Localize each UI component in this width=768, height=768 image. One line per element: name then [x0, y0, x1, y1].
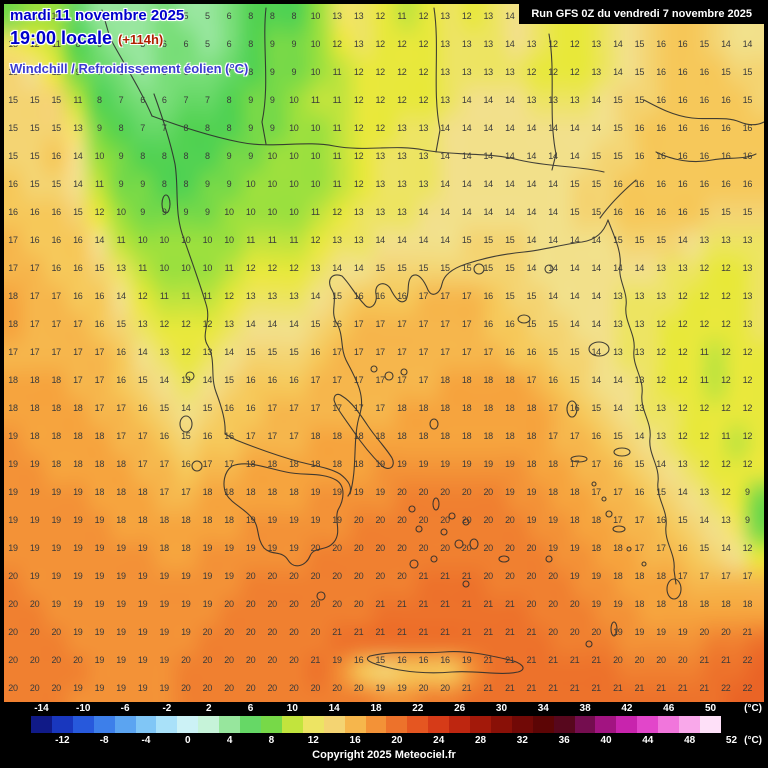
- scale-tick-label: -14: [34, 703, 49, 714]
- scale-segment: [31, 716, 52, 733]
- scale-tick-label: 52: [725, 735, 738, 746]
- scale-segment: [616, 716, 638, 733]
- scale-segment: [93, 716, 115, 733]
- scale-segment: [135, 716, 157, 733]
- scale-segment: [302, 716, 324, 733]
- scale-tick-label: 22: [412, 703, 424, 714]
- scale-tick-label: 36: [558, 735, 570, 746]
- scale-segment: [114, 716, 136, 733]
- scale-segment: [407, 716, 429, 733]
- scale-segment: [386, 716, 408, 733]
- run-info-bar: Run GFS 0Z du vendredi 7 novembre 2025: [519, 4, 764, 24]
- scale-tick-label: -4: [141, 735, 151, 746]
- scale-segment: [574, 716, 596, 733]
- copyright: Copyright 2025 Meteociel.fr: [312, 749, 456, 761]
- unit-label: (°C): [744, 735, 762, 746]
- scale-tick-label: 34: [537, 703, 549, 714]
- scale-tick-label: 12: [307, 735, 319, 746]
- color-scale-legend: -14 -10 -6 -2 2 6 10 14 18 22 26 30 34 38 42 46 50 -12 -8…: [0, 702, 768, 768]
- scale-tick-label: 18: [370, 703, 382, 714]
- scale-tick-label: 38: [579, 703, 591, 714]
- scale-tick-label: 4: [226, 735, 233, 746]
- scale-tick-label: 10: [286, 703, 298, 714]
- scale-segment: [490, 716, 512, 733]
- scale-segment: [260, 716, 282, 733]
- scale-segment: [219, 716, 241, 733]
- scale-tick-label: -6: [120, 703, 130, 714]
- scale-segment: [344, 716, 366, 733]
- scale-tick-label: 24: [433, 735, 445, 746]
- scale-segment: [637, 716, 659, 733]
- scale-segment: [72, 716, 94, 733]
- scale-tick-label: 48: [684, 735, 696, 746]
- scale-tick-label: 40: [600, 735, 612, 746]
- scale-segment: [177, 716, 199, 733]
- scale-segment: [470, 716, 491, 733]
- scale-segment: [281, 716, 303, 733]
- scale-segment: [553, 716, 575, 733]
- scale-tick-label: 30: [495, 703, 508, 714]
- scale-tick-label: 50: [704, 703, 717, 714]
- scale-segment: [198, 716, 220, 733]
- scale-tick-label: 28: [474, 735, 487, 746]
- scale-tick-label: -2: [162, 703, 172, 714]
- scale-segment: [679, 716, 700, 733]
- scale-segment: [51, 716, 73, 733]
- scale-tick-label: 42: [621, 703, 633, 714]
- scale-tick-label: 2: [205, 703, 212, 714]
- scale-segment: [428, 716, 450, 733]
- scale-segment: [365, 716, 387, 733]
- scale-tick-label: 14: [328, 703, 340, 714]
- scale-tick-label: -8: [99, 735, 109, 746]
- scale-segment: [700, 716, 721, 733]
- scale-tick-label: 26: [454, 703, 466, 714]
- scale-tick-label: -12: [55, 735, 70, 746]
- scale-tick-label: 44: [642, 735, 654, 746]
- scale-segment: [511, 716, 533, 733]
- scale-tick-label: 0: [185, 735, 191, 746]
- scale-tick-label: 8: [268, 735, 275, 746]
- scale-tick-label: 6: [247, 703, 254, 714]
- scale-segment: [449, 716, 471, 733]
- scale-segment: [156, 716, 178, 733]
- scale-segment: [658, 716, 680, 733]
- windchill-color-field: [4, 4, 764, 702]
- scale-tick-label: 46: [663, 703, 675, 714]
- scale-tick-label: 20: [391, 735, 403, 746]
- unit-label: (°C): [744, 703, 762, 714]
- map-area[interactable]: 9 10 10 7 5 5 5 6 5 5 6 8 8 8 10 13 13 12 11 12 13 12 13 14 13 12…: [4, 4, 764, 702]
- scale-segment: [240, 716, 261, 733]
- scale-segment: [323, 716, 345, 733]
- color-scale-bar: [31, 716, 721, 733]
- scale-tick-label: -10: [76, 703, 91, 714]
- scale-segment: [532, 716, 554, 733]
- scale-tick-label: 16: [349, 735, 361, 746]
- scale-segment: [595, 716, 617, 733]
- scale-tick-label: 32: [516, 735, 528, 746]
